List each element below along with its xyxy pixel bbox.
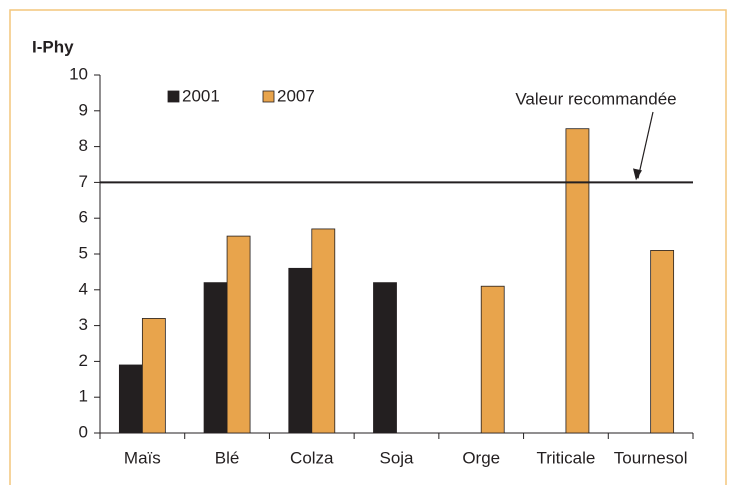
y-axis-label: I-Phy bbox=[32, 37, 74, 56]
bar bbox=[288, 267, 313, 434]
y-tick-label: 10 bbox=[69, 64, 88, 83]
bar bbox=[226, 235, 251, 434]
bar bbox=[650, 250, 675, 434]
y-tick-label: 6 bbox=[79, 208, 88, 227]
legend-swatch bbox=[167, 90, 180, 103]
bar bbox=[203, 282, 228, 434]
y-tick-label: 8 bbox=[79, 136, 88, 155]
bar bbox=[118, 364, 143, 434]
bar bbox=[565, 128, 590, 434]
x-tick-label: Maïs bbox=[124, 448, 161, 467]
legend-label: 2001 bbox=[182, 86, 220, 105]
x-tick-label: Triticale bbox=[536, 448, 595, 467]
y-tick-label: 5 bbox=[79, 243, 88, 262]
bar bbox=[373, 282, 397, 434]
x-tick-label: Blé bbox=[215, 448, 240, 467]
x-tick-label: Soja bbox=[379, 448, 414, 467]
arrow-head bbox=[633, 168, 642, 181]
x-tick-label: Tournesol bbox=[614, 448, 688, 467]
y-tick-label: 1 bbox=[79, 387, 88, 406]
y-tick-label: 9 bbox=[79, 100, 88, 119]
legend-swatch bbox=[262, 90, 275, 103]
frame bbox=[9, 9, 727, 485]
x-tick-label: Orge bbox=[462, 448, 500, 467]
legend-label: 2007 bbox=[277, 86, 315, 105]
reference-label: Valeur recommandée bbox=[515, 89, 676, 108]
y-tick-label: 0 bbox=[79, 422, 88, 441]
y-tick-label: 3 bbox=[79, 315, 88, 334]
bar bbox=[311, 228, 336, 434]
y-tick-label: 4 bbox=[79, 279, 88, 298]
y-tick-label: 2 bbox=[79, 351, 88, 370]
bar bbox=[141, 318, 166, 434]
y-tick-label: 7 bbox=[79, 172, 88, 191]
bar bbox=[480, 285, 505, 434]
x-tick-label: Colza bbox=[290, 448, 334, 467]
reference-arrow bbox=[637, 111, 654, 179]
